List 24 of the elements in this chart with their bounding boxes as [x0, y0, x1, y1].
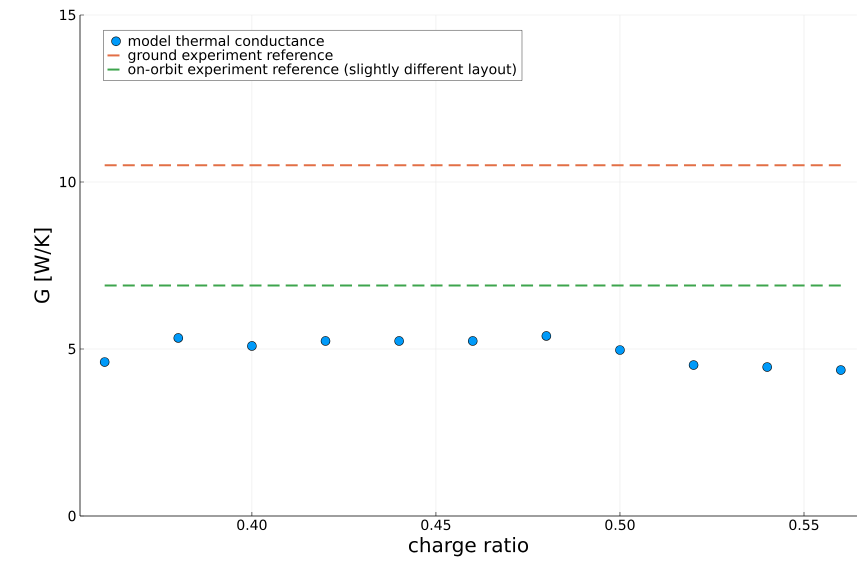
point — [320, 336, 330, 346]
y-tick-label: 0 — [68, 510, 76, 522]
y-tick-label: 15 — [60, 10, 76, 20]
y-tick-label: 10 — [60, 176, 76, 188]
point — [688, 360, 698, 370]
point — [247, 341, 257, 351]
x-tick-label: 0.45 — [421, 520, 450, 530]
x-tick-label: 0.50 — [605, 520, 635, 530]
point — [173, 333, 184, 343]
point — [100, 357, 110, 367]
legend-label: on-orbit experiment reference (slightly different layout) — [128, 63, 516, 78]
point — [468, 336, 478, 346]
point — [394, 336, 404, 346]
point — [762, 362, 772, 372]
y-tick-label: 5 — [68, 344, 76, 354]
point — [542, 331, 552, 341]
y-axis-title: G [W/K] — [34, 228, 52, 303]
x-tick-label: 0.55 — [789, 520, 818, 530]
x-axis-title: charge ratio — [408, 536, 528, 556]
point — [836, 365, 846, 375]
legend-label: ground experiment reference — [128, 49, 333, 63]
legend-label: model thermal conductance — [128, 35, 324, 46]
point — [615, 345, 625, 355]
x-tick-label: 0.40 — [237, 520, 267, 530]
